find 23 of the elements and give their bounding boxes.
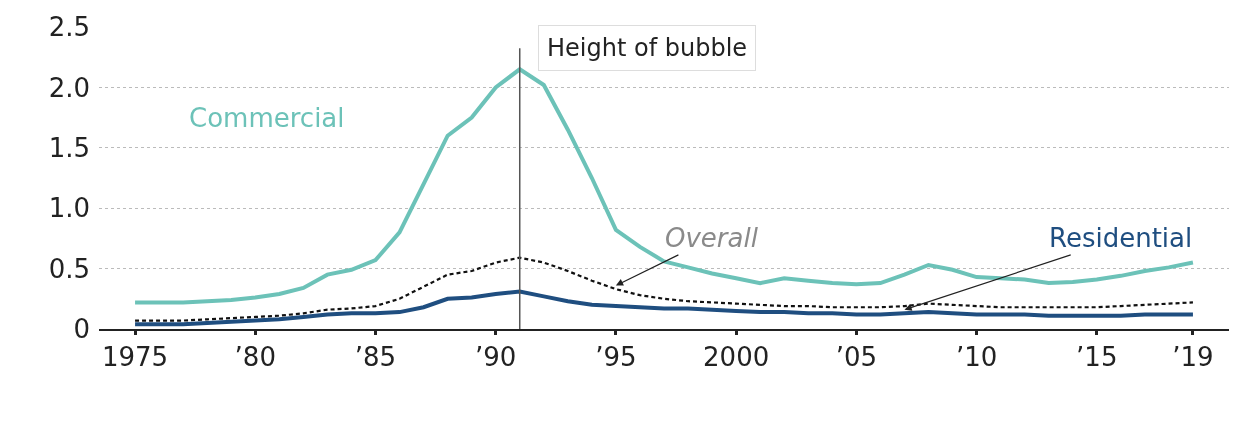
y-tick-label: 2.0	[48, 72, 90, 103]
x-tick-label: ’10	[955, 341, 998, 372]
x-tick-label: ’90	[475, 341, 517, 372]
x-tick-label: 1975	[101, 341, 169, 372]
x-tick-label: ’95	[595, 341, 637, 372]
text: Residential	[1049, 223, 1193, 253]
y-tick-label: 1.5	[48, 132, 90, 163]
series-label: Overall	[665, 223, 759, 253]
x-tick-label: 2000	[703, 341, 770, 372]
y-tick-label: 2.5	[48, 12, 90, 43]
y-tick-label: 0.5	[48, 253, 90, 284]
x-tick-label: ’15	[1076, 341, 1118, 372]
x-tick-label: ’05	[835, 341, 878, 372]
line-series	[133, 256, 1195, 322]
x-tick-label: ’80	[234, 341, 276, 372]
line-series	[133, 289, 1195, 327]
y-tick-label: 0	[73, 314, 90, 345]
line-series	[133, 67, 1195, 305]
x-tick-label: ’85	[354, 341, 397, 372]
y-tick-label: 1.0	[48, 193, 90, 224]
text: Commercial	[189, 103, 345, 133]
ref-line-label: Height of bubble	[547, 34, 748, 62]
x-tick-label: ’19	[1172, 341, 1214, 372]
